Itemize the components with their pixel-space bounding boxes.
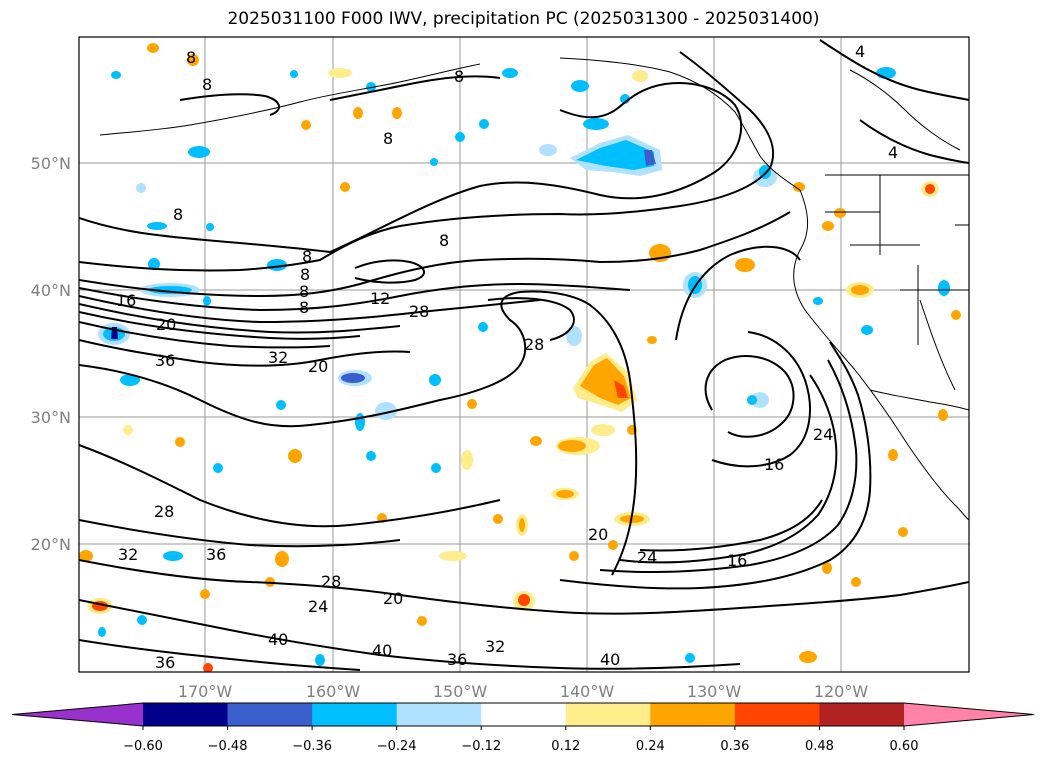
lat-tick-label: 40°N bbox=[31, 281, 71, 300]
lat-tick-label: 50°N bbox=[31, 154, 71, 173]
lat-axis: 50°N 40°N 30°N 20°N bbox=[31, 154, 71, 554]
coastline bbox=[99, 57, 969, 521]
colorbar-segment bbox=[565, 703, 651, 726]
contour-label: 40 bbox=[600, 650, 620, 669]
lon-tick-label: 170°W bbox=[178, 682, 233, 701]
contour-label: 4 bbox=[855, 42, 865, 61]
contour-label: 24 bbox=[637, 548, 657, 567]
lon-axis: 170°W 160°W 150°W 140°W 130°W 120°W bbox=[178, 682, 869, 701]
contour-label: 36 bbox=[447, 650, 467, 669]
contour-label: 24 bbox=[308, 597, 328, 616]
contour-label: 32 bbox=[485, 637, 505, 656]
colorbar-tick-label: 0.60 bbox=[890, 739, 919, 754]
colorbar-segment bbox=[734, 703, 820, 726]
colorbar-segment bbox=[819, 703, 905, 726]
iwv-contours bbox=[79, 39, 969, 671]
colorbar-segment bbox=[227, 703, 313, 726]
contour-label: 8 bbox=[383, 129, 393, 148]
lat-tick-label: 30°N bbox=[31, 408, 71, 427]
map-title: 2025031100 F000 IWV, precipitation PC (2… bbox=[227, 9, 820, 29]
contour-label: 8 bbox=[454, 67, 464, 86]
colorbar-tick-label: 0.12 bbox=[551, 739, 580, 754]
contour-label: 36 bbox=[155, 351, 175, 370]
contour-label: 16 bbox=[764, 455, 784, 474]
contour-label: 28 bbox=[154, 502, 174, 521]
contour-label: 40 bbox=[268, 630, 288, 649]
contour-label: 12 bbox=[370, 289, 390, 308]
colorbar-extend-high bbox=[904, 703, 1034, 726]
colorbar-tick-label: 0.48 bbox=[805, 739, 834, 754]
colorbar-tick-label: −0.12 bbox=[461, 739, 501, 754]
contour-label: 36 bbox=[206, 545, 226, 564]
contour-label: 24 bbox=[813, 425, 833, 444]
contour-labels: 4 4 8 8 8 8 8 8 8 8 8 8 12 16 16 16 20 2… bbox=[116, 42, 898, 672]
contour-label: 8 bbox=[302, 247, 312, 266]
contour-label: 32 bbox=[268, 348, 288, 367]
colorbar-segment bbox=[143, 703, 229, 726]
colorbar-segment bbox=[312, 703, 398, 726]
colorbar-segment bbox=[650, 703, 736, 726]
contour-label: 28 bbox=[409, 302, 429, 321]
contour-label: 36 bbox=[155, 653, 175, 672]
contour-label: 40 bbox=[372, 641, 392, 660]
contour-label: 32 bbox=[118, 545, 138, 564]
lon-tick-label: 150°W bbox=[433, 682, 488, 701]
contour-label: 28 bbox=[321, 572, 341, 591]
contour-label: 8 bbox=[173, 205, 183, 224]
colorbar-tick-label: −0.36 bbox=[292, 739, 332, 754]
lon-tick-label: 160°W bbox=[306, 682, 361, 701]
colorbar-tick-label: −0.24 bbox=[377, 739, 417, 754]
contour-label: 8 bbox=[299, 282, 309, 301]
contour-label: 8 bbox=[186, 48, 196, 67]
precipitation-patches bbox=[79, 43, 961, 672]
map-frame bbox=[78, 36, 970, 673]
contour-label: 8 bbox=[202, 75, 212, 94]
colorbar: −0.60 −0.48 −0.36 −0.24 −0.12 0.12 0.24 0.36 0.4… bbox=[11, 702, 1035, 754]
colorbar-tick-label: 0.36 bbox=[720, 739, 749, 754]
lat-tick-label: 20°N bbox=[31, 535, 71, 554]
map-plot-area bbox=[79, 37, 969, 672]
colorbar-tick-label: 0.24 bbox=[636, 739, 665, 754]
contour-label: 8 bbox=[439, 231, 449, 250]
contour-label: 20 bbox=[588, 525, 608, 544]
colorbar-extend-low bbox=[12, 703, 143, 726]
contour-label: 20 bbox=[383, 589, 403, 608]
map-gridlines bbox=[79, 37, 969, 672]
contour-label: 8 bbox=[300, 265, 310, 284]
contour-label: 16 bbox=[727, 551, 747, 570]
contour-label: 28 bbox=[524, 335, 544, 354]
colorbar-segment bbox=[481, 703, 567, 726]
lon-tick-label: 130°W bbox=[687, 682, 742, 701]
contour-label: 16 bbox=[116, 291, 136, 310]
contour-label: 20 bbox=[156, 315, 176, 334]
contour-label: 20 bbox=[308, 357, 328, 376]
colorbar-tick-label: −0.60 bbox=[123, 739, 163, 754]
contour-label: 4 bbox=[888, 143, 898, 162]
lon-tick-label: 140°W bbox=[560, 682, 615, 701]
contour-label: 8 bbox=[299, 298, 309, 317]
lon-tick-label: 120°W bbox=[814, 682, 869, 701]
colorbar-tick-label: −0.48 bbox=[208, 739, 248, 754]
colorbar-segment bbox=[396, 703, 482, 726]
